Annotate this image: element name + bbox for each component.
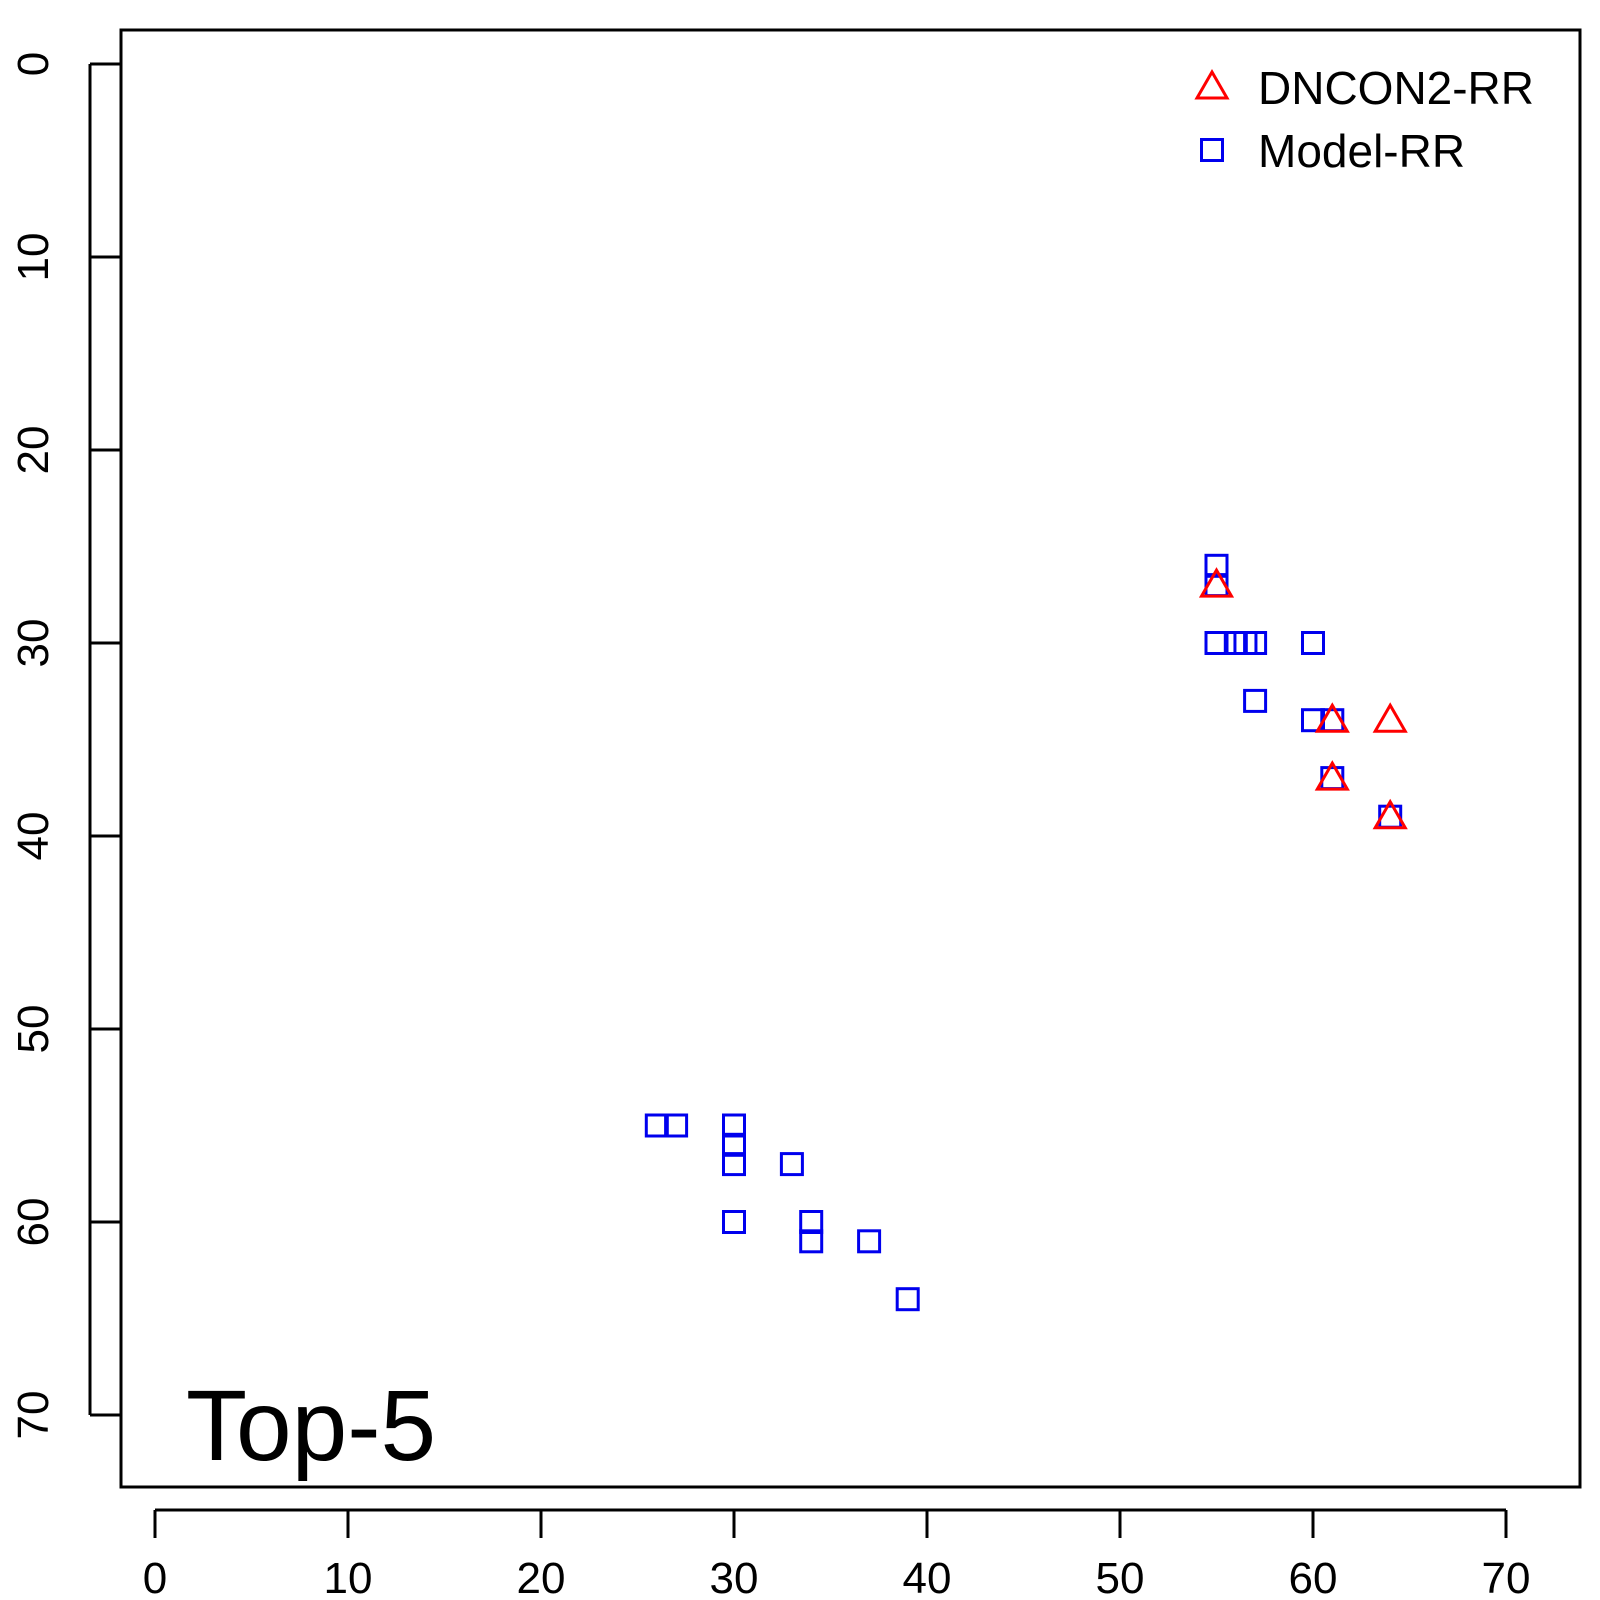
y-tick-label: 0 <box>9 52 58 76</box>
series-DNCON2-RR <box>1198 567 1408 830</box>
plot-frame <box>119 28 1582 1489</box>
triangle-point <box>1198 567 1235 598</box>
x-tick-label: 10 <box>324 1554 373 1600</box>
x-tick-label: 70 <box>1482 1554 1531 1600</box>
y-tick-label: 50 <box>9 1005 58 1054</box>
triangle-point <box>1372 702 1408 733</box>
x-tick-label: 0 <box>143 1554 167 1600</box>
series-Model-RR <box>644 553 1403 1312</box>
square-point <box>644 1113 669 1138</box>
legend-label: DNCON2-RR <box>1258 62 1534 114</box>
square-point <box>799 1210 824 1234</box>
square-point <box>779 1152 804 1177</box>
plot-annotation: Top-5 <box>186 1370 436 1482</box>
triangle-point <box>1372 798 1408 830</box>
square-point <box>1204 553 1229 578</box>
square-point <box>1243 631 1268 655</box>
square-point <box>1243 688 1268 713</box>
y-tick-label: 70 <box>9 1391 58 1440</box>
y-tick-label: 40 <box>9 812 58 861</box>
legend: DNCON2-RR Model-RR <box>1194 62 1534 177</box>
legend-square-icon <box>1200 138 1224 162</box>
y-tick-label: 10 <box>9 233 58 282</box>
triangle-point <box>1314 702 1350 733</box>
square-point <box>664 1113 689 1138</box>
x-tick-label: 50 <box>1096 1554 1145 1600</box>
x-axis: 0 10 20 30 40 50 60 70 <box>143 1508 1531 1600</box>
square-point <box>722 1113 746 1138</box>
triangle-point <box>1314 760 1350 791</box>
square-point <box>799 1229 824 1254</box>
square-point <box>722 1210 746 1234</box>
square-point <box>895 1287 920 1312</box>
y-axis: 0 10 20 30 40 50 60 70 <box>9 52 121 1440</box>
legend-label: Model-RR <box>1258 125 1465 177</box>
x-tick-label: 40 <box>903 1554 952 1600</box>
x-tick-label: 60 <box>1289 1554 1338 1600</box>
data-points <box>644 553 1408 1312</box>
square-point <box>1301 631 1325 655</box>
x-tick-label: 20 <box>517 1554 566 1600</box>
y-tick-label: 60 <box>9 1198 58 1247</box>
square-point <box>1204 631 1229 655</box>
legend-triangle-icon <box>1194 68 1230 100</box>
y-tick-label: 30 <box>9 619 58 668</box>
y-tick-label: 20 <box>9 426 58 475</box>
x-tick-label: 30 <box>710 1554 759 1600</box>
square-point <box>722 1132 746 1157</box>
square-point <box>722 1152 746 1177</box>
square-point <box>857 1229 882 1254</box>
